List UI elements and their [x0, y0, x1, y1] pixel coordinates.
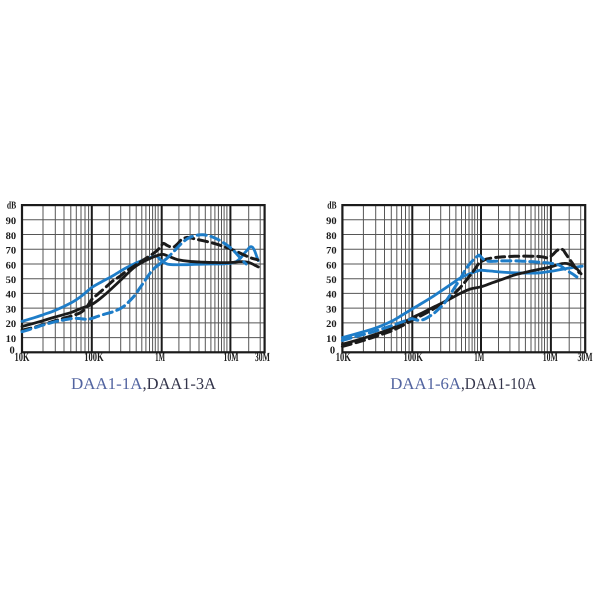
svg-text:30M: 30M [578, 350, 593, 364]
svg-text:10K: 10K [336, 350, 351, 364]
svg-text:40: 40 [326, 290, 337, 301]
svg-text:dB: dB [327, 200, 336, 211]
svg-text:30: 30 [326, 304, 337, 315]
svg-text:30M: 30M [255, 350, 270, 364]
svg-text:10M: 10M [224, 350, 239, 364]
svg-text:70: 70 [6, 246, 17, 257]
svg-text:20: 20 [326, 319, 337, 330]
svg-text:10M: 10M [543, 350, 558, 364]
svg-text:10K: 10K [15, 350, 30, 364]
svg-text:0: 0 [330, 345, 335, 356]
svg-text:1M: 1M [155, 350, 165, 364]
svg-text:90: 90 [6, 216, 17, 227]
svg-text:10: 10 [6, 334, 17, 345]
svg-text:60: 60 [6, 260, 17, 271]
svg-text:0: 0 [9, 345, 14, 356]
svg-text:50: 50 [326, 275, 337, 286]
svg-text:50: 50 [6, 275, 17, 286]
svg-text:10: 10 [326, 334, 337, 345]
svg-text:30: 30 [6, 304, 17, 315]
svg-text:70: 70 [326, 246, 337, 257]
svg-text:dB: dB [7, 200, 16, 211]
svg-text:40: 40 [6, 290, 17, 301]
svg-text:20: 20 [6, 319, 17, 330]
svg-text:DAA1-6A,DAA1-10A: DAA1-6A,DAA1-10A [390, 374, 536, 393]
svg-text:1M: 1M [474, 350, 484, 364]
svg-text:100K: 100K [404, 350, 423, 364]
svg-text:60: 60 [326, 260, 337, 271]
svg-text:100K: 100K [84, 350, 103, 364]
svg-text:80: 80 [6, 231, 17, 242]
svg-text:DAA1-1A,DAA1-3A: DAA1-1A,DAA1-3A [71, 374, 216, 393]
svg-text:80: 80 [326, 231, 337, 242]
svg-text:90: 90 [326, 216, 337, 227]
